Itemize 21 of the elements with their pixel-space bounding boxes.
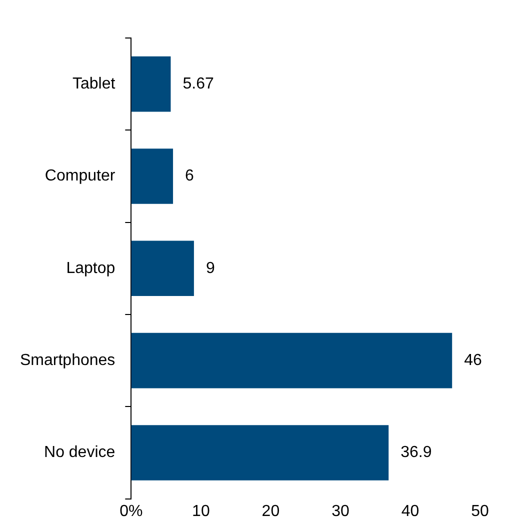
bar: [131, 148, 174, 204]
data-label: 46: [464, 352, 482, 369]
x-tick-label: 0%: [120, 502, 143, 520]
bar: [131, 56, 171, 112]
data-label: 36.9: [400, 444, 432, 462]
x-tick-label: 10: [192, 502, 210, 520]
y-tick-label: Smartphones: [20, 352, 116, 369]
y-tick-label: Computer: [44, 168, 116, 185]
data-label: 5.67: [182, 75, 214, 92]
data-label: 6: [185, 168, 194, 185]
x-tick-label: 30: [332, 502, 350, 520]
y-tick-label: Tablet: [72, 75, 116, 92]
bar: [131, 240, 194, 296]
x-tick-label: 40: [401, 502, 420, 520]
data-label: 9: [206, 260, 215, 277]
bar: [131, 425, 389, 480]
y-tick-label: Laptop: [66, 260, 116, 277]
x-tick-label: 50: [471, 502, 489, 520]
bar: [131, 332, 452, 388]
x-tick-label: 20: [262, 502, 280, 520]
y-tick-label: No device: [44, 444, 116, 462]
